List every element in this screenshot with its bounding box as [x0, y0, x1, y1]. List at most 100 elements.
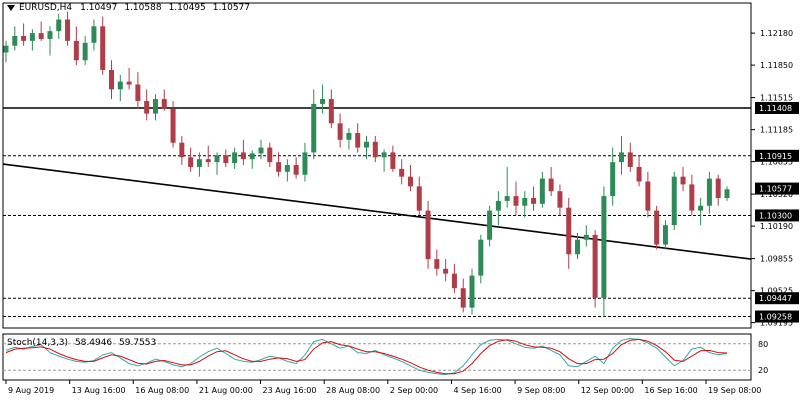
time-tick-label: 23 Aug 16:00 [263, 386, 317, 395]
candle-body [117, 81, 123, 90]
current-price-label-box [755, 182, 799, 195]
candle-body [232, 152, 238, 164]
candle-body [311, 103, 317, 153]
current-price-label: 1.10577 [759, 185, 792, 194]
candle-body [548, 178, 554, 192]
stochastic-lines: 80 20 [3, 337, 768, 376]
price-panel-frame [2, 2, 752, 329]
candle-body [196, 159, 202, 167]
price-tick-label: 1.10190 [760, 222, 793, 231]
stochastic-level-label: 80 [758, 340, 768, 349]
candle-body [152, 99, 158, 114]
time-tick-label: 12 Sep 00:00 [581, 386, 634, 395]
candle-body [610, 162, 616, 197]
candle-body [91, 26, 97, 43]
level-price-label-box [755, 101, 799, 114]
candle-body [144, 100, 150, 114]
time-tick-label: 16 Aug 08:00 [135, 386, 189, 395]
candle-body [671, 176, 677, 226]
candle-body [575, 239, 581, 255]
trendline-segment[interactable] [2, 163, 752, 260]
candle-body [100, 26, 106, 70]
level-price-label: 1.10300 [759, 211, 792, 220]
candles [3, 11, 730, 318]
stochastic-panel-frame [2, 333, 752, 381]
price-tick-label: 1.09855 [760, 255, 793, 264]
candle-body [328, 99, 334, 124]
candle-body [381, 152, 387, 158]
candle-body [662, 225, 668, 245]
trendline[interactable] [2, 163, 752, 260]
stochastic-signal-line [5, 338, 728, 375]
price-tick-label: 1.09525 [760, 287, 793, 296]
price-panel [2, 2, 752, 329]
time-tick-label: 21 Aug 00:00 [199, 386, 253, 395]
candle-body [460, 288, 466, 308]
stochastic-name: Stoch(14,3,3) [7, 338, 69, 348]
symbol-timeframe: EURUSD,H4 [19, 3, 73, 13]
candle-body [504, 196, 510, 201]
stochastic-signal-value: 59.7553 [119, 338, 157, 348]
candle-body [680, 176, 686, 185]
chart-title: EURUSD,H4 1.10497 1.10588 1.10495 1.1057… [7, 3, 253, 13]
candle-body [29, 33, 35, 41]
candle-body [47, 31, 53, 39]
candle-body [302, 152, 308, 175]
candle-body [390, 152, 396, 169]
candle-body [592, 234, 598, 298]
candle-body [293, 165, 299, 175]
candle-body [478, 239, 484, 276]
candle-body [372, 141, 378, 158]
candle-body [258, 147, 264, 154]
candle-body [337, 123, 343, 140]
level-price-label-box [755, 310, 799, 323]
horizontal-lines[interactable] [3, 107, 751, 318]
candle-body [583, 234, 589, 240]
candle-body [12, 36, 18, 46]
candle-body [135, 84, 141, 101]
candle-body [21, 36, 27, 41]
price-tick-label: 1.10520 [760, 190, 793, 199]
candle-body [416, 186, 422, 211]
candle-body [407, 176, 413, 187]
candle-body [170, 108, 176, 143]
candle-body [451, 273, 457, 289]
candle-body [522, 197, 528, 206]
candle-body [495, 200, 501, 211]
candle-body [698, 205, 704, 211]
candle-body [469, 275, 475, 308]
candle-body [399, 168, 405, 177]
candle-body [636, 166, 642, 182]
candle-body [601, 196, 607, 298]
candle-body [126, 81, 132, 85]
candle-body [205, 159, 211, 163]
high-value: 1.10588 [124, 3, 162, 13]
candle-body [320, 99, 326, 104]
candle-body [566, 207, 572, 255]
low-value: 1.10495 [168, 3, 206, 13]
candle-body [276, 162, 282, 172]
price-tick-label: 1.10855 [760, 158, 793, 167]
candle-body [38, 33, 44, 39]
candle-body [627, 152, 633, 167]
price-tick-label: 1.12180 [760, 29, 793, 38]
candle-body [443, 268, 449, 274]
candle-body [706, 178, 712, 206]
level-price-label-box [755, 209, 799, 222]
level-price-label: 1.09258 [759, 313, 792, 322]
candle-body [654, 210, 660, 245]
stochastic-main-line [5, 337, 728, 376]
candle-body [267, 147, 273, 163]
stochastic-panel [2, 333, 752, 381]
candle-body [249, 153, 255, 160]
stochastic-label: Stoch(14,3,3) 58.4946 59.7553 [7, 338, 160, 348]
candle-body [557, 191, 563, 208]
time-tick-label: 13 Aug 16:00 [72, 386, 126, 395]
dropdown-triangle-icon[interactable] [7, 5, 15, 11]
candle-body [56, 19, 62, 32]
stochastic-main-value: 58.4946 [74, 338, 113, 348]
candle-body [355, 133, 361, 148]
candle-body [109, 69, 115, 90]
time-tick-label: 2 Sep 00:00 [390, 386, 438, 395]
